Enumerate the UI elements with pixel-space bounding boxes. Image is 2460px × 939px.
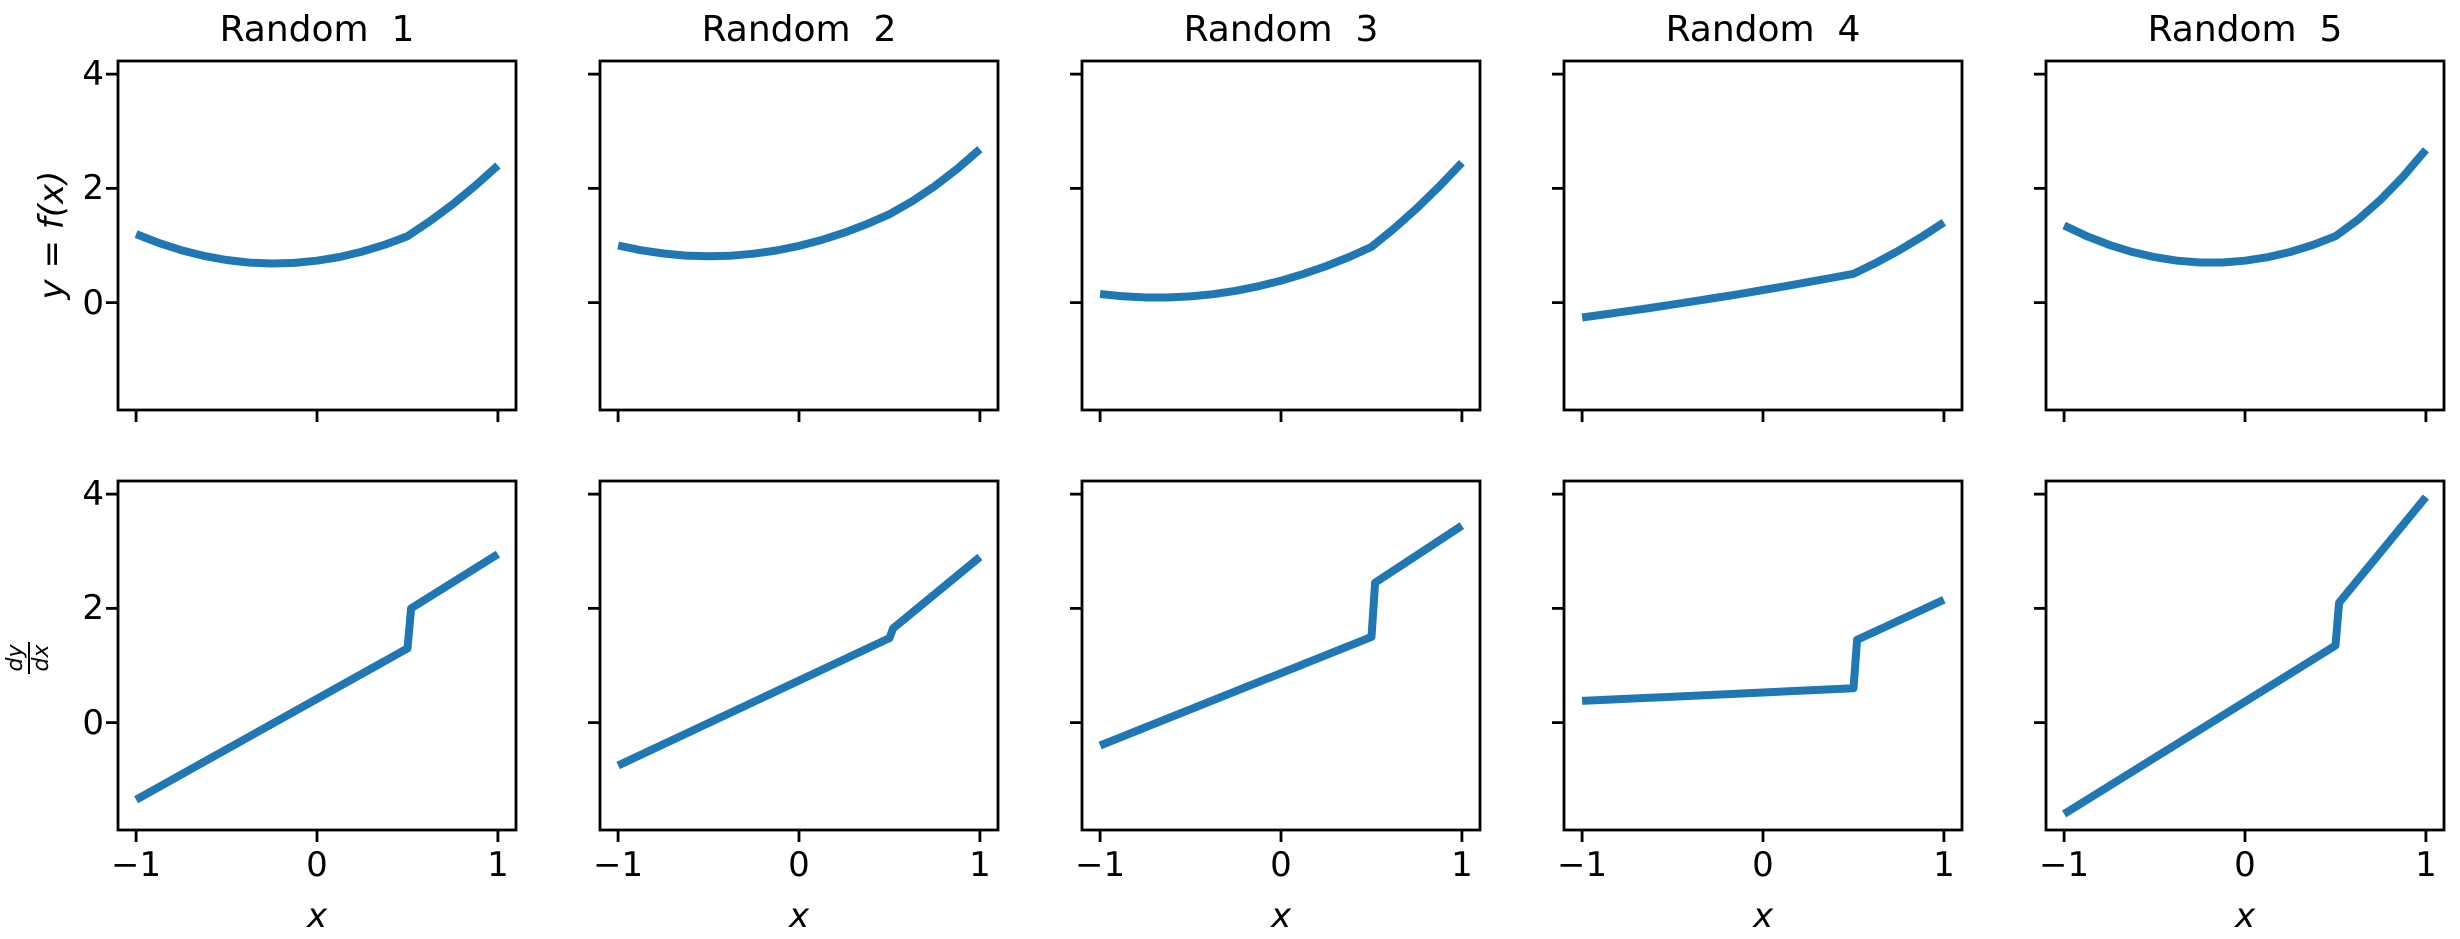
line-series bbox=[1098, 522, 1465, 750]
subplot-title-1: Random 1 bbox=[219, 9, 415, 50]
axes-frame bbox=[598, 59, 1000, 412]
y-tick-label: 4 bbox=[82, 54, 104, 95]
line-series bbox=[1099, 159, 1465, 302]
x-tick-label: −1 bbox=[111, 845, 162, 885]
axes-frame bbox=[1080, 59, 1482, 412]
line-series bbox=[617, 146, 983, 261]
subplot-title-5: Random 5 bbox=[2147, 9, 2343, 50]
y-tick-label: 2 bbox=[82, 588, 104, 629]
line-series bbox=[2062, 147, 2429, 267]
subplot-dfdx-1 bbox=[106, 479, 518, 842]
subplot-title-3: Random 3 bbox=[1183, 9, 1379, 50]
x-tick-label: 0 bbox=[306, 845, 328, 885]
subplot-dfdx-3 bbox=[1070, 479, 1482, 842]
axes-frame bbox=[2044, 479, 2446, 832]
axes-frame bbox=[1562, 59, 1964, 412]
x-tick-label: −1 bbox=[2039, 845, 2090, 885]
dy-numerator: dy bbox=[3, 641, 30, 675]
subplot-f-2 bbox=[588, 59, 1000, 422]
subplot-f-4 bbox=[1552, 59, 1964, 422]
axes-frame bbox=[1562, 479, 1964, 832]
subplot-title-2: Random 2 bbox=[701, 9, 897, 50]
x-tick-label: 0 bbox=[788, 845, 810, 885]
x-axis-label-4: x bbox=[1752, 896, 1774, 936]
x-axis-label-5: x bbox=[2234, 896, 2256, 936]
line-series bbox=[134, 162, 501, 268]
x-tick-label: 1 bbox=[969, 845, 991, 885]
subplot-f-1 bbox=[106, 59, 518, 422]
dx-denominator: dx bbox=[29, 644, 54, 672]
x-axis-label-1: x bbox=[306, 896, 328, 936]
subplot-f-5 bbox=[2034, 59, 2446, 422]
x-tick-label: 0 bbox=[1752, 845, 1774, 885]
line-series bbox=[2061, 494, 2429, 818]
line-series bbox=[1581, 596, 1946, 705]
subplot-dfdx-4 bbox=[1552, 479, 1964, 842]
x-tick-label: 0 bbox=[2234, 845, 2256, 885]
dy-dx-fraction: dy dx bbox=[3, 641, 54, 675]
x-tick-label: 1 bbox=[1933, 845, 1955, 885]
y-axis-label-top: y = f(x) bbox=[32, 170, 72, 300]
y-tick-label: 0 bbox=[82, 282, 104, 323]
x-tick-label: −1 bbox=[593, 845, 644, 885]
axes-frame bbox=[598, 479, 1000, 832]
subplot-title-4: Random 4 bbox=[1665, 9, 1861, 50]
x-tick-label: −1 bbox=[1075, 845, 1126, 885]
axes-frame bbox=[116, 479, 518, 832]
subplot-f-3 bbox=[1070, 59, 1482, 422]
y-tick-label: 2 bbox=[82, 168, 104, 209]
subplot-dfdx-5 bbox=[2034, 479, 2446, 842]
axes-frame bbox=[1080, 479, 1482, 832]
line-series bbox=[1581, 219, 1947, 322]
y-tick-label: 0 bbox=[82, 702, 104, 743]
x-tick-label: 0 bbox=[1270, 845, 1292, 885]
line-series bbox=[134, 550, 501, 804]
subplot-dfdx-2 bbox=[588, 479, 1000, 842]
x-axis-label-3: x bbox=[1270, 896, 1292, 936]
x-tick-label: 1 bbox=[487, 845, 509, 885]
axes-frame bbox=[2044, 59, 2446, 412]
x-tick-label: 1 bbox=[2415, 845, 2437, 885]
x-tick-label: 1 bbox=[1451, 845, 1473, 885]
x-axis-label-2: x bbox=[788, 896, 810, 936]
x-tick-label: −1 bbox=[1557, 845, 1608, 885]
y-tick-label: 4 bbox=[82, 474, 104, 515]
axes-frame bbox=[116, 59, 518, 412]
line-series bbox=[616, 553, 983, 770]
